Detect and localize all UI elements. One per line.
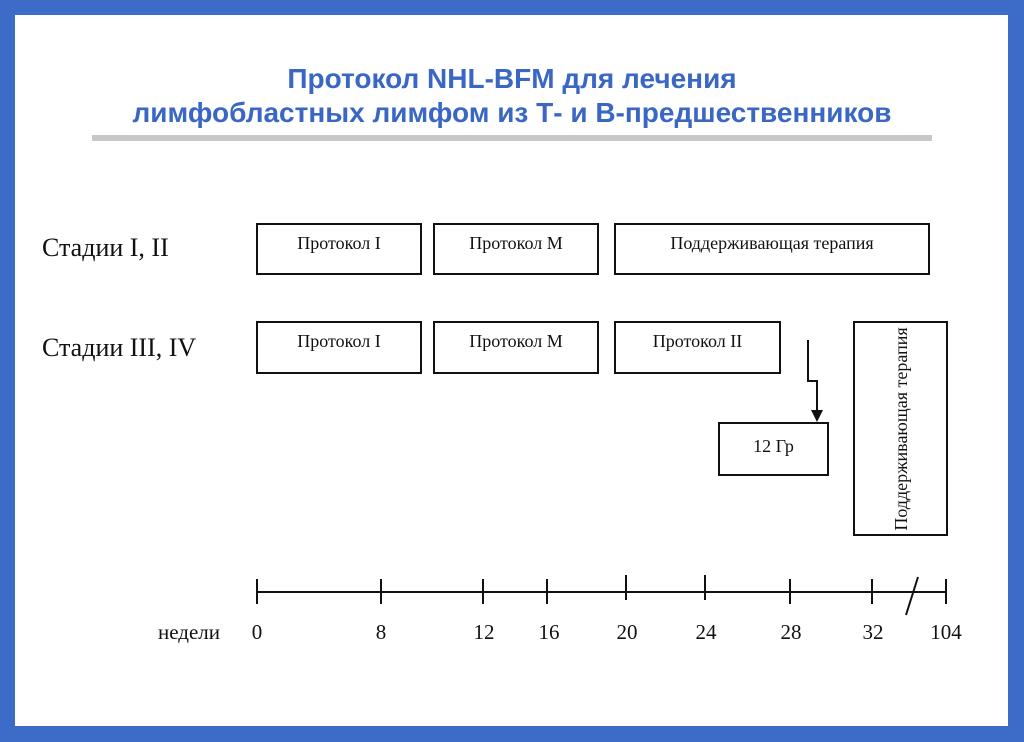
tick-label: 24: [695, 620, 717, 644]
box-protocol-m-row1: Протокол М: [433, 223, 599, 275]
arrow-to-irradiation-icon: [807, 340, 818, 412]
tick-label: 104: [930, 620, 962, 644]
box-label: Протокол М: [469, 331, 563, 351]
box-protocol-1-row2: Протокол I: [256, 321, 422, 374]
box-protocol-1-row1: Протокол I: [256, 223, 422, 275]
timeline-axis: [256, 575, 947, 616]
tick-label: 32: [862, 620, 884, 644]
tick-label: 20: [616, 620, 638, 644]
title-line-1: Протокол NHL-BFM для лечения: [287, 63, 737, 94]
axis-label-weeks: недели: [158, 620, 221, 644]
title-underline: [92, 135, 932, 141]
stage-label-1-2: Стадии I, II: [42, 233, 169, 262]
stage-label-3-4: Стадии III, IV: [42, 333, 197, 362]
box-label: Поддерживающая терапия: [670, 233, 874, 253]
tick-label: 16: [538, 620, 560, 644]
box-maintenance-vertical: Поддерживающая терапия: [853, 321, 948, 536]
tick-label: 28: [780, 620, 802, 644]
arrowhead-icon: [811, 410, 823, 422]
box-protocol-2-row2: Протокол II: [614, 321, 781, 374]
axis-break-mark: [905, 576, 919, 616]
box-label: Протокол I: [297, 233, 381, 253]
box-label: Протокол I: [297, 331, 381, 351]
title-line-2: лимфобластных лимфом из Т- и В-предшеств…: [132, 97, 892, 128]
tick-label: 12: [473, 620, 495, 644]
box-maintenance-row1: Поддерживающая терапия: [614, 223, 930, 275]
box-protocol-m-row2: Протокол М: [433, 321, 599, 374]
box-label: 12 Гр: [753, 436, 794, 456]
box-label: Протокол М: [469, 233, 563, 253]
tick-label: 0: [251, 620, 263, 644]
box-irradiation-12gy: 12 Гр: [718, 422, 829, 476]
box-label: Протокол II: [652, 331, 743, 351]
tick-label: 8: [375, 620, 387, 644]
